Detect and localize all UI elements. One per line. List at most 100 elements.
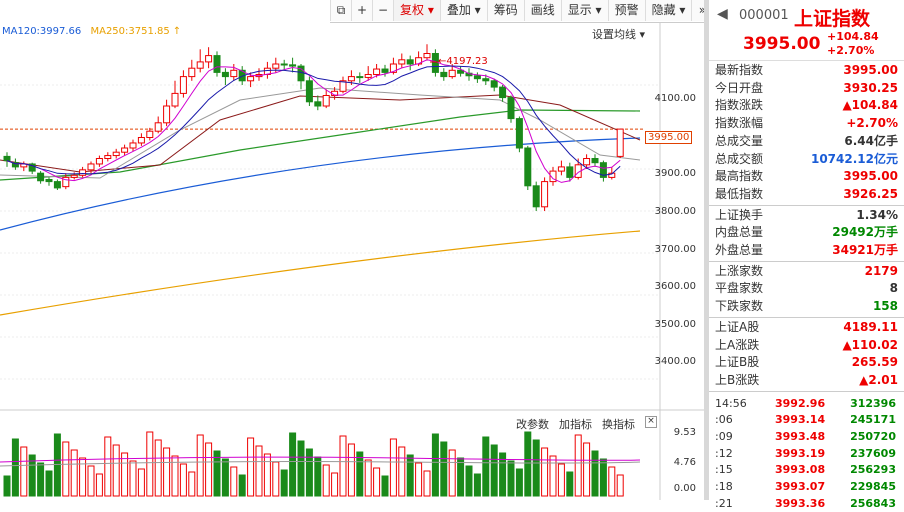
ma-legend: MA120:3997.66 MA250:3751.85 ↑ <box>2 26 181 37</box>
volume-bar <box>280 469 288 497</box>
xianshi-button[interactable]: 显示 ▾ <box>560 0 608 21</box>
candle-body <box>381 68 389 73</box>
stat-value: ▲2.01 <box>859 372 898 387</box>
stat-row: 内盘总量 29492万手 <box>709 224 904 241</box>
candle-body <box>557 166 565 172</box>
candle-body <box>95 158 103 165</box>
stat-value: 3995.00 <box>843 63 898 77</box>
ma20-line <box>0 87 641 179</box>
volume-bar <box>121 452 129 497</box>
tick-volume: 237609 <box>850 446 896 460</box>
candle-body <box>213 55 221 73</box>
candle-body <box>389 63 397 73</box>
volume-bar <box>524 431 532 497</box>
candle-body <box>45 179 53 183</box>
volume-bar <box>457 457 465 497</box>
stat-label: 内盘总量 <box>715 225 764 240</box>
stat-value: 158 <box>872 299 898 314</box>
stat-row: 上证A股 4189.11 <box>709 319 904 336</box>
y-tick-label: 3500.00 <box>654 319 696 330</box>
stat-row: 上证B股 265.59 <box>709 354 904 371</box>
volume-bar <box>490 444 498 497</box>
volume-bar <box>112 444 120 497</box>
volume-bar <box>566 471 574 497</box>
volume-bar <box>347 443 355 497</box>
volume-bar <box>205 442 213 497</box>
candle-body <box>423 53 431 59</box>
window-icon[interactable]: ⧉ <box>330 0 351 21</box>
kline-chart-area[interactable]: ⧉ + − 复权 ▾ 叠加 ▾ 筹码 画线 显示 ▾ 预警 隐藏 ▾ » MA1… <box>0 0 713 500</box>
yincang-button[interactable]: 隐藏 ▾ <box>644 0 692 21</box>
stat-row: 总成交量 6.44亿手 <box>709 133 904 150</box>
stat-label: 最新指数 <box>715 63 764 77</box>
candle-body <box>583 158 591 166</box>
quote-header: ◀ 000001 上证指数 3995.00 +104.84 +2.70% <box>709 0 904 61</box>
close-icon[interactable]: × <box>645 416 657 428</box>
volume-bar <box>482 436 490 497</box>
volume-bar <box>406 454 414 497</box>
chouma-button[interactable]: 筹码 <box>486 0 524 21</box>
indicator-toolbar: 改参数 加指标 换指标 × <box>516 416 657 432</box>
volume-bar <box>95 473 103 497</box>
candle-body <box>121 147 129 153</box>
volume-bar <box>62 441 70 497</box>
volume-bar <box>179 463 187 497</box>
volume-bar <box>515 468 523 497</box>
kline-svg <box>0 22 704 500</box>
stat-label: 总成交量 <box>715 133 764 148</box>
ma5-line <box>6 59 621 183</box>
volume-bar <box>255 445 263 497</box>
volume-bar <box>163 447 171 497</box>
huaxian-button[interactable]: 画线 <box>523 0 561 21</box>
candle-body <box>3 155 11 162</box>
switch-indicator-button[interactable]: 换指标 <box>602 418 635 431</box>
minus-icon[interactable]: − <box>372 0 393 21</box>
add-indicator-button[interactable]: 加指标 <box>559 418 592 431</box>
yujing-button[interactable]: 预警 <box>607 0 645 21</box>
candle-body <box>406 59 414 65</box>
volume-bar <box>574 434 582 497</box>
price-change-pct: +2.70% <box>827 44 875 57</box>
volume-bar <box>213 450 221 497</box>
divider <box>709 260 904 262</box>
stat-label: 今日开盘 <box>715 80 764 95</box>
candle-body <box>591 158 599 164</box>
arrow-left-icon[interactable]: ◀ <box>717 6 728 22</box>
volume-bar <box>339 435 347 497</box>
change-params-button[interactable]: 改参数 <box>516 418 549 431</box>
ma120-line <box>0 137 641 231</box>
volume-bar <box>532 439 540 497</box>
candle-body <box>11 162 19 168</box>
candle-body <box>499 86 507 99</box>
volume-bar <box>499 452 507 497</box>
ma-settings-button[interactable]: 设置均线 ▾ <box>592 28 646 41</box>
fuquan-button[interactable]: 复权 ▾ <box>393 0 440 21</box>
tick-time: :12 <box>715 446 733 460</box>
y-tick-label: 3700.00 <box>654 244 696 255</box>
volume-bar <box>137 468 145 497</box>
stat-label: 最低指数 <box>715 186 764 201</box>
tick-price: 3992.96 <box>775 396 826 410</box>
diejia-button[interactable]: 叠加 ▾ <box>439 0 487 21</box>
current-price: 3995.00 <box>743 34 821 54</box>
candle-body <box>154 122 162 132</box>
y-tick-label: 3900.00 <box>654 168 696 179</box>
candle-body <box>440 71 448 78</box>
stat-value: 10742.12亿元 <box>810 151 898 166</box>
tick-volume: 229845 <box>850 480 896 494</box>
volume-bar <box>221 458 229 497</box>
candle-body <box>473 75 481 80</box>
stat-label: 最高指数 <box>715 169 764 184</box>
candle-body <box>221 71 229 78</box>
stat-value: 3926.25 <box>843 186 898 201</box>
volume-bar <box>423 470 431 497</box>
divider <box>709 204 904 206</box>
candle-body <box>398 59 406 65</box>
volume-bar <box>11 438 19 497</box>
candle-body <box>322 95 330 107</box>
plus-icon[interactable]: + <box>351 0 372 21</box>
volume-bar <box>549 455 557 497</box>
candle-body <box>457 69 465 74</box>
panel-splitter[interactable] <box>704 0 709 500</box>
tick-row: :06 3993.14 245171 <box>709 411 904 428</box>
